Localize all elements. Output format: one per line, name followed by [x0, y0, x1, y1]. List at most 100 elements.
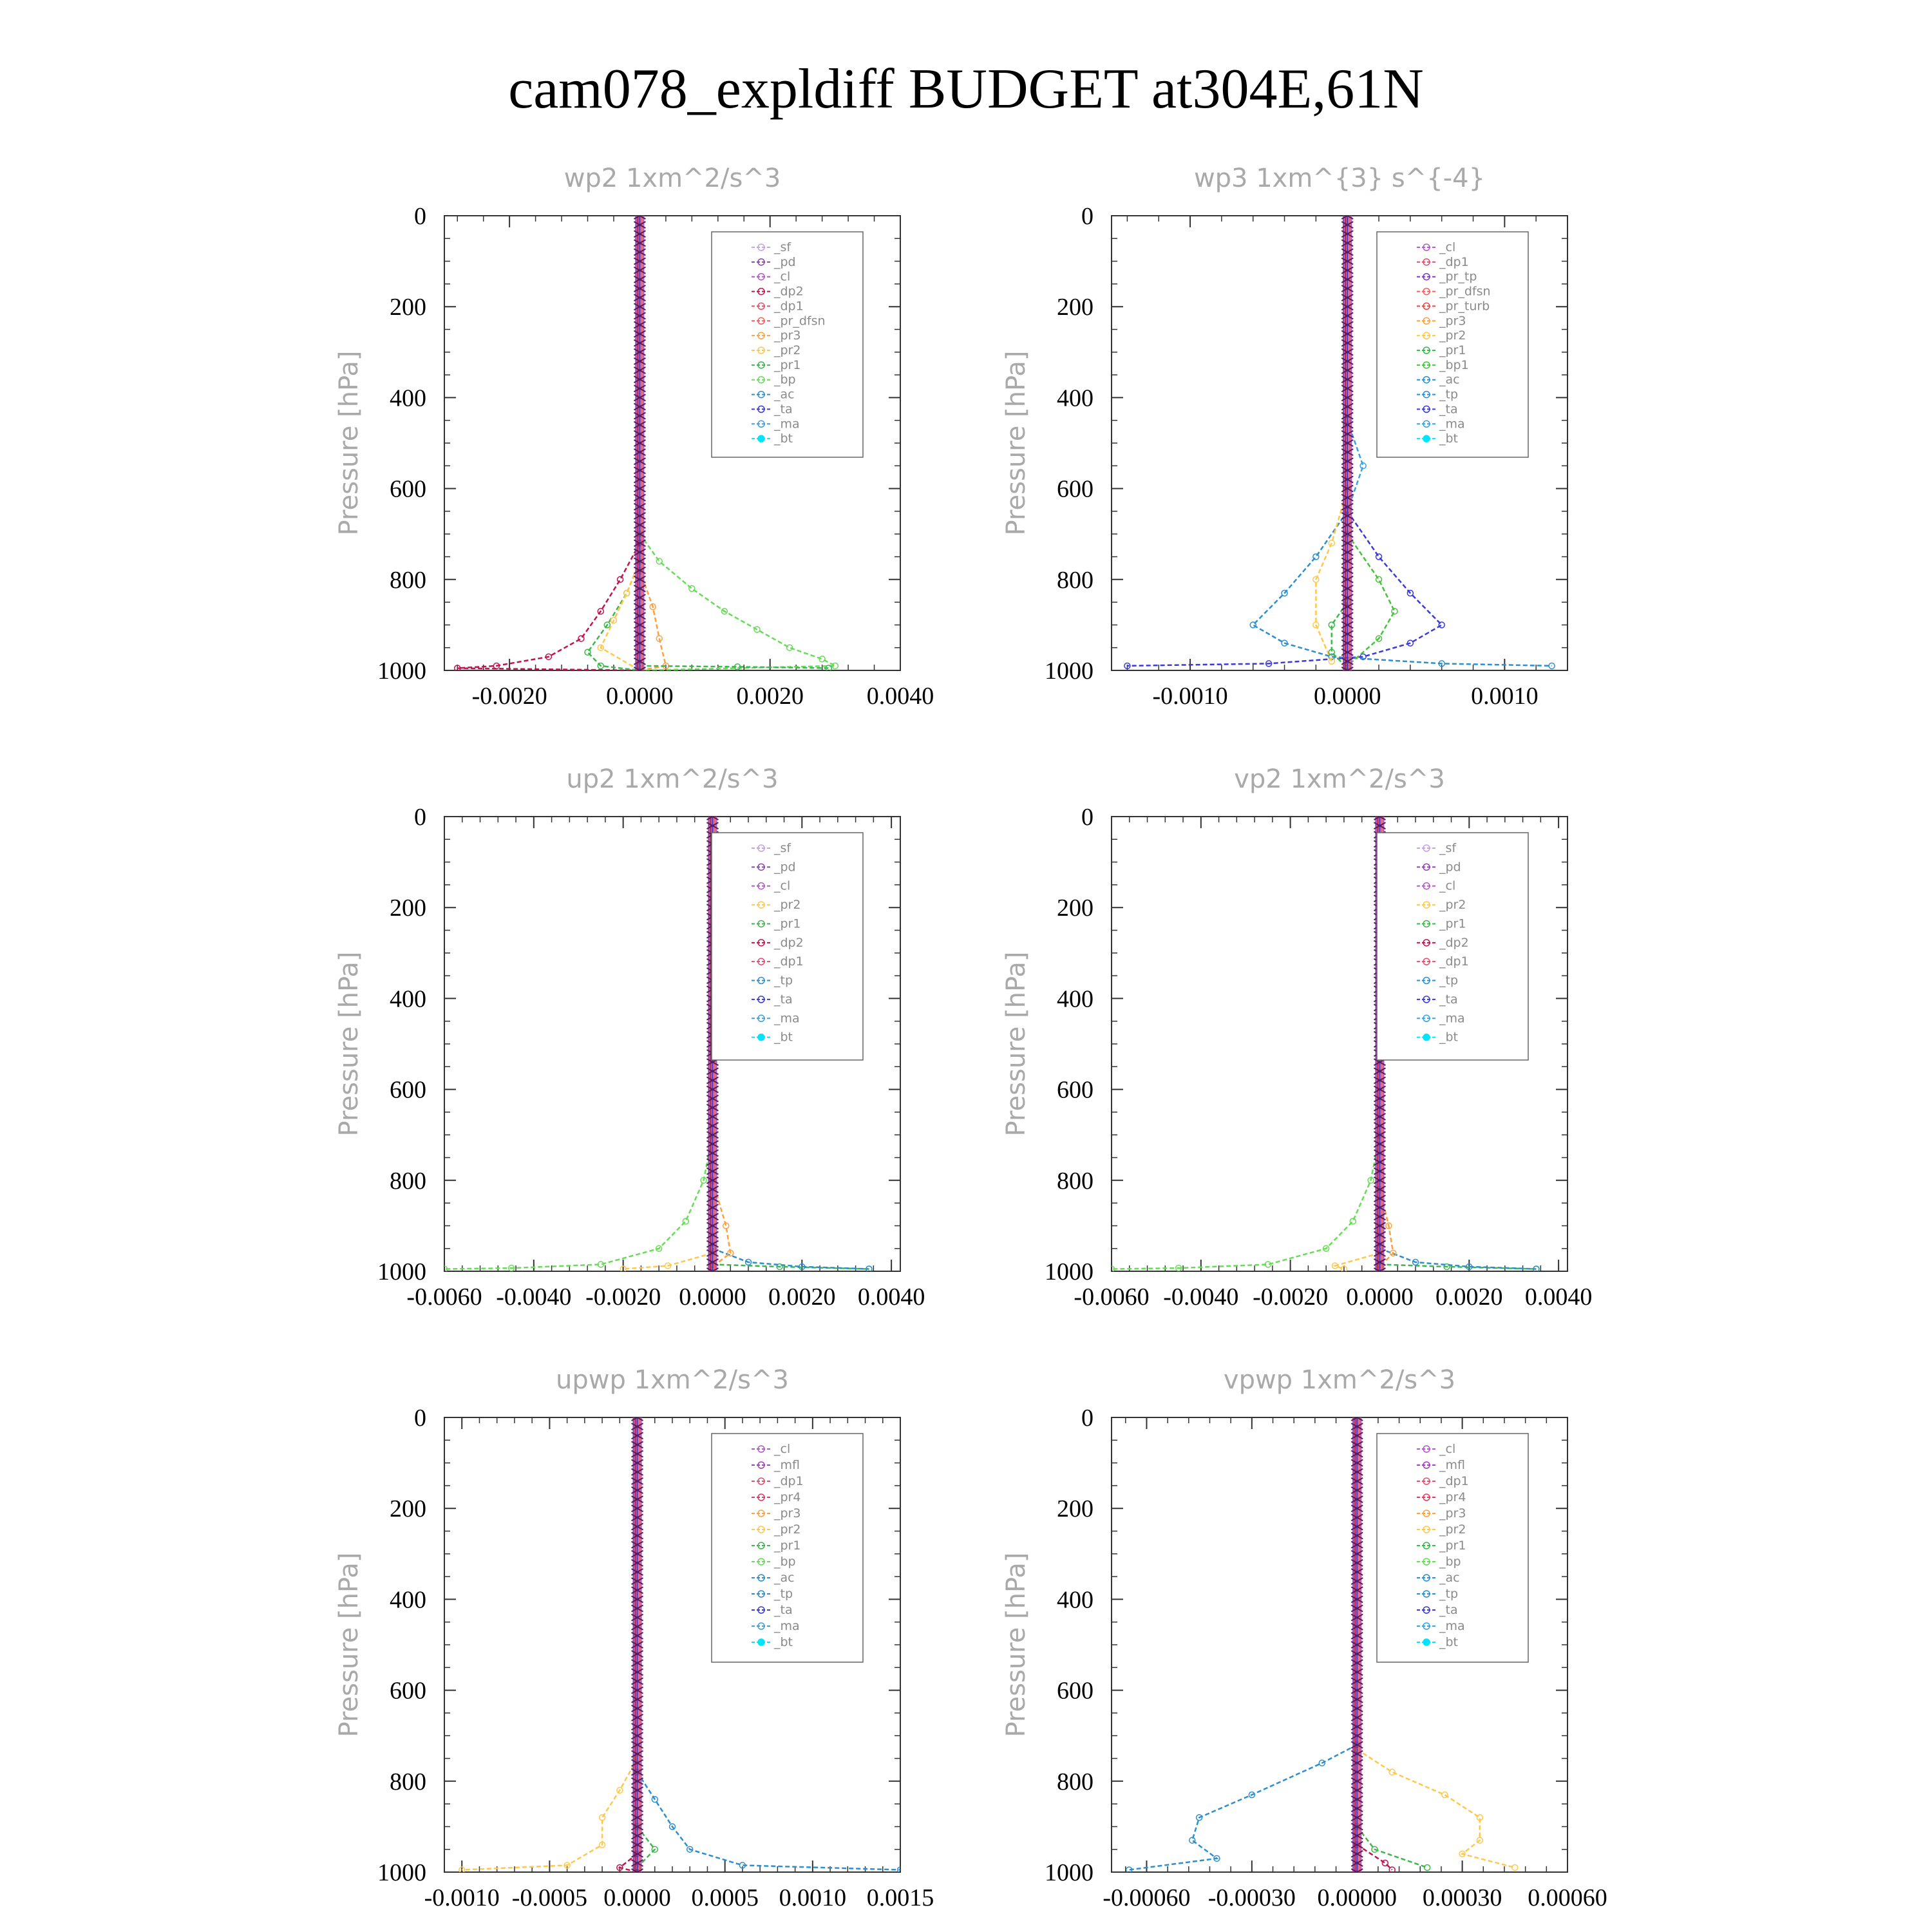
zero-marker [706, 1113, 719, 1121]
zero-marker [631, 1522, 644, 1531]
legend-label: _pr_tp [1439, 270, 1477, 284]
legend-marker [757, 317, 765, 325]
legend-label: _pd [773, 860, 796, 874]
series-point [1375, 635, 1383, 642]
zero-marker [631, 1768, 644, 1776]
legend-label: _mfl [1439, 1458, 1465, 1472]
series-point [682, 1218, 690, 1225]
legend-marker [757, 1493, 765, 1501]
zero-marker [1341, 502, 1354, 511]
legend-box [711, 1433, 864, 1663]
legend-box [1376, 231, 1529, 458]
zero-marker [1350, 1695, 1363, 1703]
legend-label: _bt [773, 1635, 793, 1649]
series-point [776, 1263, 783, 1271]
series-point [1322, 1245, 1330, 1252]
zero-marker [1373, 1204, 1386, 1212]
zero-marker [1341, 557, 1354, 565]
legend: _sf _pd _cl _pr2 _pr1 _dp2 _dp1 _tp _ta _ma _bt [711, 832, 864, 1061]
zero-marker [706, 1122, 719, 1130]
legend-marker [757, 346, 765, 354]
legend-marker [1423, 1493, 1430, 1501]
y-tick-label: 800 [390, 567, 426, 594]
legend-label: _cl [773, 270, 790, 284]
panel-2: up2 1xm^2/s^3 Pressure [hPa] 0 200 400 600 800… [334, 764, 925, 1311]
legend-label: _pr1 [1439, 916, 1466, 931]
x-tick-label: 0.0000 [679, 1283, 746, 1311]
series-point [1391, 607, 1398, 615]
zero-marker [1341, 639, 1354, 647]
series-point [623, 589, 630, 597]
y-tick-label: 800 [1057, 567, 1094, 594]
legend-marker [757, 1477, 765, 1485]
legend-label: _bp [1439, 1555, 1461, 1569]
legend-marker [1423, 976, 1430, 985]
legend-label: _pd [773, 255, 796, 269]
legend-marker [757, 1542, 765, 1549]
zero-marker [633, 585, 646, 592]
zero-marker [706, 1076, 719, 1084]
series-point [598, 1814, 606, 1821]
zero-marker [1341, 375, 1354, 384]
zero-marker [706, 1204, 719, 1212]
legend-marker [757, 302, 765, 310]
zero-marker [633, 366, 646, 374]
y-tick-label: 200 [390, 1495, 426, 1522]
legend-label: _dp1 [1439, 1474, 1469, 1488]
legend-marker [1423, 1445, 1430, 1453]
legend-label: _ma [1439, 1011, 1465, 1025]
legend-label: _ac [1439, 373, 1460, 387]
zero-marker [1373, 1240, 1386, 1248]
series-point [564, 1862, 571, 1869]
series-point [655, 1245, 663, 1252]
series-point [1175, 1264, 1182, 1271]
zero-marker [1350, 1613, 1363, 1622]
zero-marker [633, 475, 646, 484]
zero-marker [1350, 1723, 1363, 1730]
zero-marker [706, 1267, 719, 1271]
zero-marker [631, 1814, 644, 1822]
zero-marker [1350, 1768, 1363, 1776]
series-point [721, 607, 728, 615]
legend-label: _ac [1439, 1571, 1460, 1585]
series-line [1356, 1748, 1515, 1869]
legend-label: _cl [773, 879, 790, 893]
series-point [598, 1841, 606, 1848]
zero-marker [1341, 658, 1354, 665]
zero-marker [1341, 457, 1354, 466]
series-point [453, 665, 461, 670]
legend-marker [757, 1590, 765, 1598]
plot-area [458, 1417, 900, 1872]
zero-marker [1350, 1741, 1363, 1749]
series-point [1340, 1265, 1348, 1271]
zero-marker [1373, 1167, 1386, 1175]
legend-label: _ta [1439, 402, 1458, 416]
zero-marker [631, 1841, 644, 1849]
zero-marker [1341, 603, 1354, 611]
legend-marker [1423, 346, 1430, 354]
zero-marker [1341, 585, 1354, 592]
series-point [620, 1265, 627, 1271]
zero-marker [1373, 1076, 1386, 1084]
zero-marker [631, 1604, 644, 1613]
zero-marker [633, 375, 646, 384]
zero-marker [1341, 294, 1354, 301]
zero-marker [1373, 1149, 1386, 1157]
zero-marker [633, 412, 646, 420]
zero-marker [1341, 266, 1354, 274]
zero-marker [1341, 493, 1354, 502]
zero-marker [1373, 1113, 1386, 1121]
zero-marker [1350, 1795, 1363, 1803]
zero-marker [633, 230, 646, 238]
zero-marker [631, 1450, 644, 1458]
x-tick-label: 0.0010 [1471, 683, 1539, 710]
panel-title: wp2 1xm^2/s^3 [564, 164, 781, 193]
legend-marker [757, 390, 765, 399]
zero-marker [1350, 1477, 1363, 1485]
zero-marker [633, 502, 646, 511]
zero-marker [633, 266, 646, 274]
zero-marker [631, 1441, 644, 1449]
zero-marker [1341, 285, 1354, 292]
series-point [597, 662, 604, 670]
zero-marker [633, 321, 646, 329]
